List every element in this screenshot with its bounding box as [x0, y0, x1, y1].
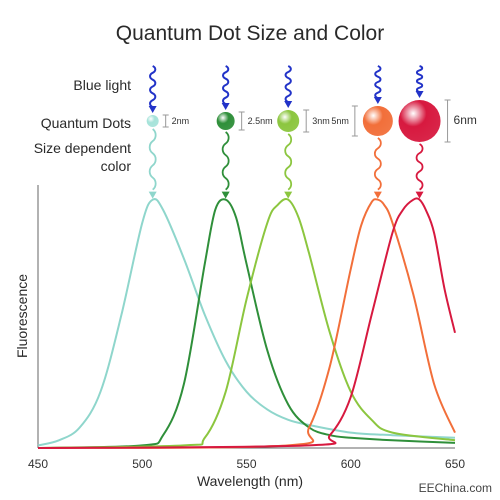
- chart-title: Quantum Dot Size and Color: [116, 22, 384, 45]
- quantum-dots-illustration: 2nm 2.5nm 3nm 5nm 6nm: [146, 65, 477, 199]
- plot-area: [37, 197, 456, 449]
- dot-size-label: 5nm: [331, 116, 349, 126]
- emission-arrow-icon: [373, 191, 382, 199]
- y-axis-label: Fluorescence: [14, 274, 30, 358]
- x-tick-label: 600: [341, 457, 361, 471]
- emission-arrow-icon: [415, 191, 424, 199]
- x-tick-label: 550: [236, 457, 256, 471]
- emission-curve-3: [37, 198, 456, 449]
- emission-curve-4: [37, 198, 456, 449]
- dot-size-label: 3nm: [312, 116, 330, 126]
- quantum-dot-sphere: [362, 106, 393, 136]
- blue-light-wave: [374, 65, 382, 99]
- emission-arrow-icon: [148, 191, 157, 199]
- size-dependent-label: Size dependent: [34, 140, 131, 156]
- dot-size-label: 2.5nm: [248, 116, 273, 126]
- blue-light-arrow-icon: [415, 91, 424, 98]
- emission-wave: [284, 133, 293, 191]
- color-label: color: [101, 158, 132, 174]
- emission-arrow-icon: [284, 191, 293, 199]
- blue-light-label: Blue light: [73, 77, 131, 93]
- quantum-dot-sphere: [216, 112, 235, 130]
- blue-light-wave: [284, 65, 292, 103]
- emission-wave: [148, 128, 157, 191]
- blue-light-wave: [222, 65, 230, 105]
- blue-light-wave: [149, 65, 157, 108]
- emission-wave: [415, 143, 424, 191]
- x-tick-label: 450: [28, 457, 48, 471]
- emission-curve-5: [37, 197, 456, 449]
- quantum-dot-sphere: [146, 115, 159, 127]
- size-bracket: [444, 99, 451, 143]
- size-bracket: [162, 114, 169, 128]
- emission-arrow-icon: [221, 191, 230, 199]
- x-tick-label: 500: [132, 457, 152, 471]
- x-tick-labels: 450 500 550 600 650: [28, 457, 465, 471]
- dot-size-label: 2nm: [172, 116, 190, 126]
- x-axis-label: Wavelength (nm): [197, 473, 303, 489]
- size-bracket: [238, 111, 245, 131]
- x-tick-label: 650: [445, 457, 465, 471]
- blue-light-arrow-icon: [148, 106, 157, 113]
- blue-light-arrow-icon: [373, 97, 382, 104]
- blue-light-arrow-icon: [284, 101, 293, 108]
- blue-light-arrow-icon: [221, 103, 230, 110]
- quantum-dot-sphere: [277, 110, 300, 132]
- dot-size-label: 6nm: [454, 113, 477, 127]
- size-bracket: [351, 105, 358, 137]
- quantum-dots-label: Quantum Dots: [41, 115, 131, 131]
- size-bracket: [303, 109, 310, 133]
- emission-wave: [373, 137, 382, 191]
- watermark: EEChina.com: [419, 481, 492, 495]
- emission-wave: [221, 131, 230, 191]
- blue-light-wave: [415, 65, 424, 93]
- emission-curve-2: [37, 198, 456, 449]
- quantum-dot-sphere: [398, 100, 441, 142]
